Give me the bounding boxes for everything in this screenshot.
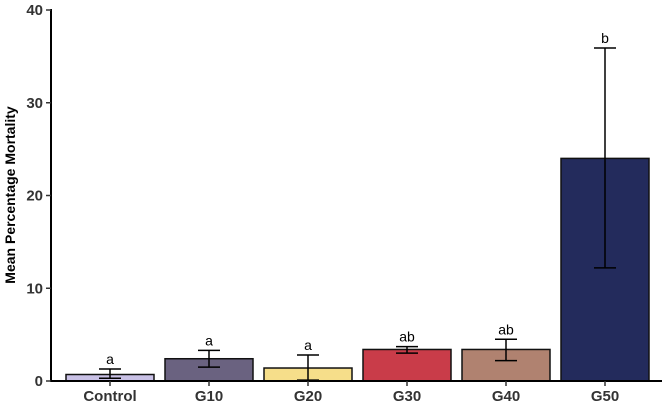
y-axis-title: Mean Percentage Mortality <box>2 106 18 284</box>
significance-label: ab <box>498 321 514 337</box>
error-bars-layer <box>99 47 616 381</box>
bar-g30 <box>362 348 452 382</box>
y-ticks: 0 10 20 30 40 <box>26 2 51 390</box>
error-bar-g50 <box>594 47 616 269</box>
significance-labels-layer: a a a ab ab b <box>106 30 609 367</box>
y-tick-label: 40 <box>26 2 43 19</box>
x-ticks: Control G10 G20 G30 G40 G50 <box>83 381 619 404</box>
error-bar-control <box>99 368 121 379</box>
x-tick-label: Control <box>83 388 136 404</box>
error-bar-g30 <box>396 345 418 354</box>
bars-layer <box>65 157 650 382</box>
x-tick-label: G50 <box>591 388 619 404</box>
x-tick-label: G10 <box>195 388 223 404</box>
significance-label: a <box>106 351 114 367</box>
significance-label: ab <box>399 329 415 345</box>
x-tick-label: G40 <box>492 388 520 404</box>
significance-label: b <box>601 30 609 46</box>
significance-label: a <box>205 332 213 348</box>
x-tick-label: G30 <box>393 388 421 404</box>
y-tick-label: 30 <box>26 95 43 112</box>
error-bar-g40 <box>495 338 517 362</box>
y-tick-label: 10 <box>26 280 43 297</box>
error-bar-g10 <box>198 349 220 368</box>
x-tick-label: G20 <box>294 388 322 404</box>
significance-label: a <box>304 337 312 353</box>
y-tick-label: 20 <box>26 188 43 205</box>
y-tick-label: 0 <box>35 373 43 390</box>
